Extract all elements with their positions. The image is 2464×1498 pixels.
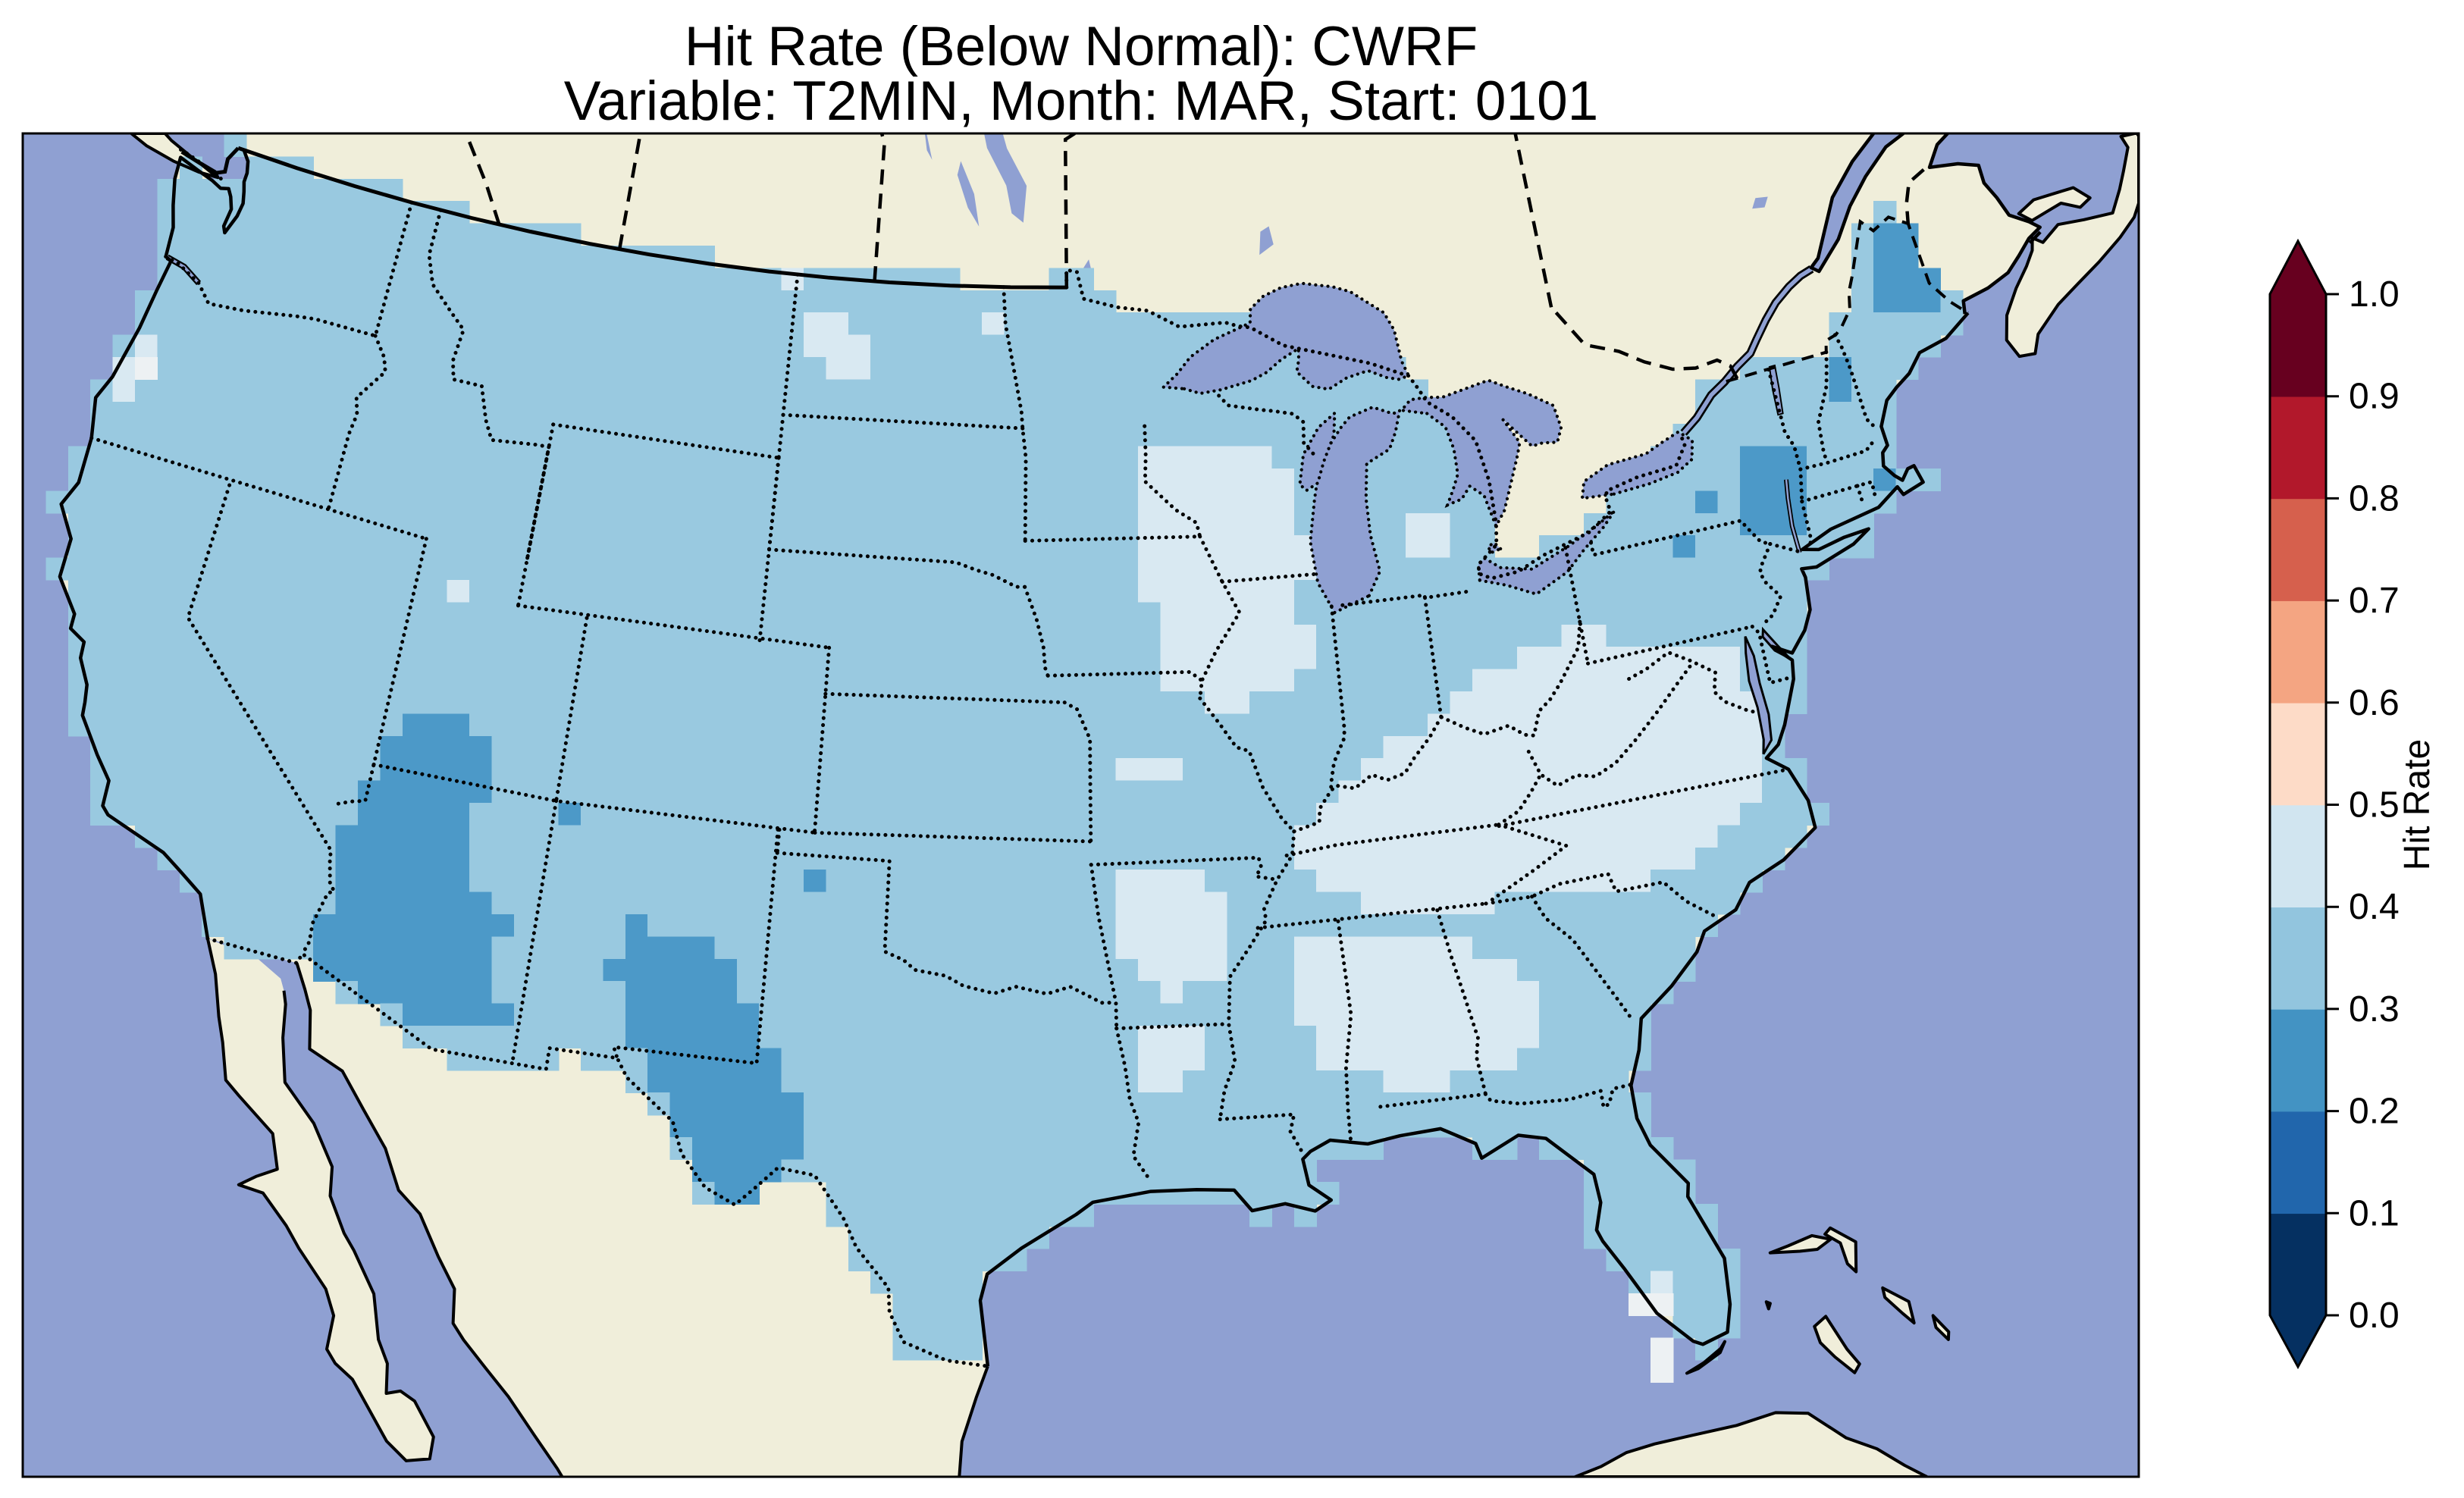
svg-text:Variable: T2MIN, Month: MAR, S: Variable: T2MIN, Month: MAR, Start: 0101 (564, 71, 1599, 132)
svg-text:0.4: 0.4 (2349, 887, 2400, 927)
svg-text:0.1: 0.1 (2349, 1193, 2400, 1233)
svg-text:0.3: 0.3 (2349, 989, 2400, 1029)
svg-text:0.2: 0.2 (2349, 1092, 2400, 1132)
svg-text:1.0: 1.0 (2349, 274, 2400, 315)
svg-text:0.5: 0.5 (2349, 785, 2400, 826)
svg-text:0.7: 0.7 (2349, 581, 2400, 621)
svg-text:0.6: 0.6 (2349, 683, 2400, 723)
svg-text:0.0: 0.0 (2349, 1296, 2400, 1336)
svg-text:0.8: 0.8 (2349, 478, 2400, 519)
svg-text:0.9: 0.9 (2349, 377, 2400, 417)
svg-text:Hit Rate: Hit Rate (2397, 739, 2437, 870)
svg-text:Hit Rate (Below Normal): CWRF: Hit Rate (Below Normal): CWRF (685, 16, 1478, 77)
